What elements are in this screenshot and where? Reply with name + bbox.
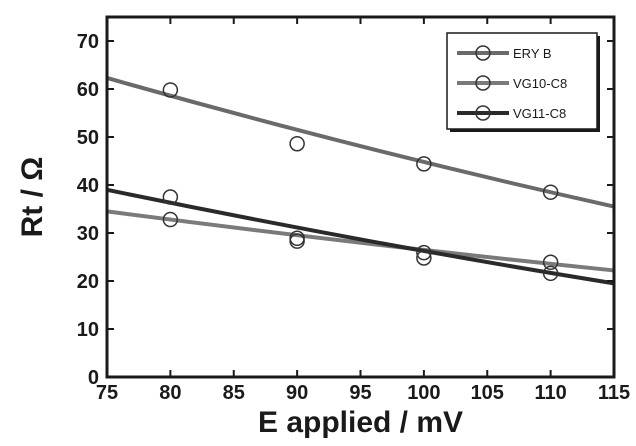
legend-label: ERY B: [513, 46, 552, 61]
legend: ERY B VG10-C8 VG11-C8: [446, 32, 600, 132]
y-tick-label: 70: [77, 31, 99, 53]
x-tick-label: 100: [407, 382, 440, 404]
x-axis-title: E applied / mV: [258, 406, 463, 439]
x-tick-label: 85: [223, 382, 245, 404]
y-axis-title: Rt / Ω: [16, 157, 49, 238]
data-point-vg10-c8: [416, 244, 432, 261]
y-tick-label: 10: [77, 319, 99, 341]
data-point-vg11-c8: [416, 250, 432, 266]
y-tick-label: 40: [77, 175, 99, 197]
data-point-vg10-c8: [162, 211, 179, 228]
data-markers: [162, 82, 559, 282]
x-tick-label: 105: [471, 382, 504, 404]
y-tick-label: 50: [77, 127, 99, 149]
y-axis-ticks: 0 10 20 30 40 50 60 70: [77, 31, 614, 389]
y-tick-label: 30: [77, 223, 99, 245]
legend-label: VG10-C8: [513, 76, 567, 91]
x-axis-ticks: 75 80 85 90 95 100 105 110 115: [96, 17, 630, 404]
data-point-vg11-c8: [162, 189, 179, 205]
y-tick-label: 20: [77, 271, 99, 293]
data-point-ery-b: [416, 156, 432, 172]
x-tick-label: 95: [349, 382, 371, 404]
legend-swatch-marker: [475, 105, 491, 121]
y-tick-label: 0: [88, 367, 99, 389]
data-point-ery-b: [289, 135, 305, 152]
legend-label: VG11-C8: [513, 106, 566, 121]
x-tick-label: 90: [286, 382, 308, 404]
x-tick-label: 80: [159, 382, 181, 404]
data-point-ery-b: [542, 184, 559, 200]
legend-swatch-marker: [475, 45, 491, 61]
x-tick-label: 115: [598, 382, 630, 404]
x-tick-label: 75: [96, 382, 118, 404]
fit-line-vg11-c8: [106, 187, 615, 286]
data-point-vg10-c8: [542, 254, 559, 271]
data-point-vg11-c8: [542, 265, 559, 282]
legend-swatch-marker: [475, 75, 491, 91]
y-tick-label: 60: [77, 79, 99, 101]
data-point-ery-b: [162, 82, 179, 98]
x-tick-label: 110: [534, 382, 566, 404]
data-point-vg11-c8: [289, 233, 305, 249]
